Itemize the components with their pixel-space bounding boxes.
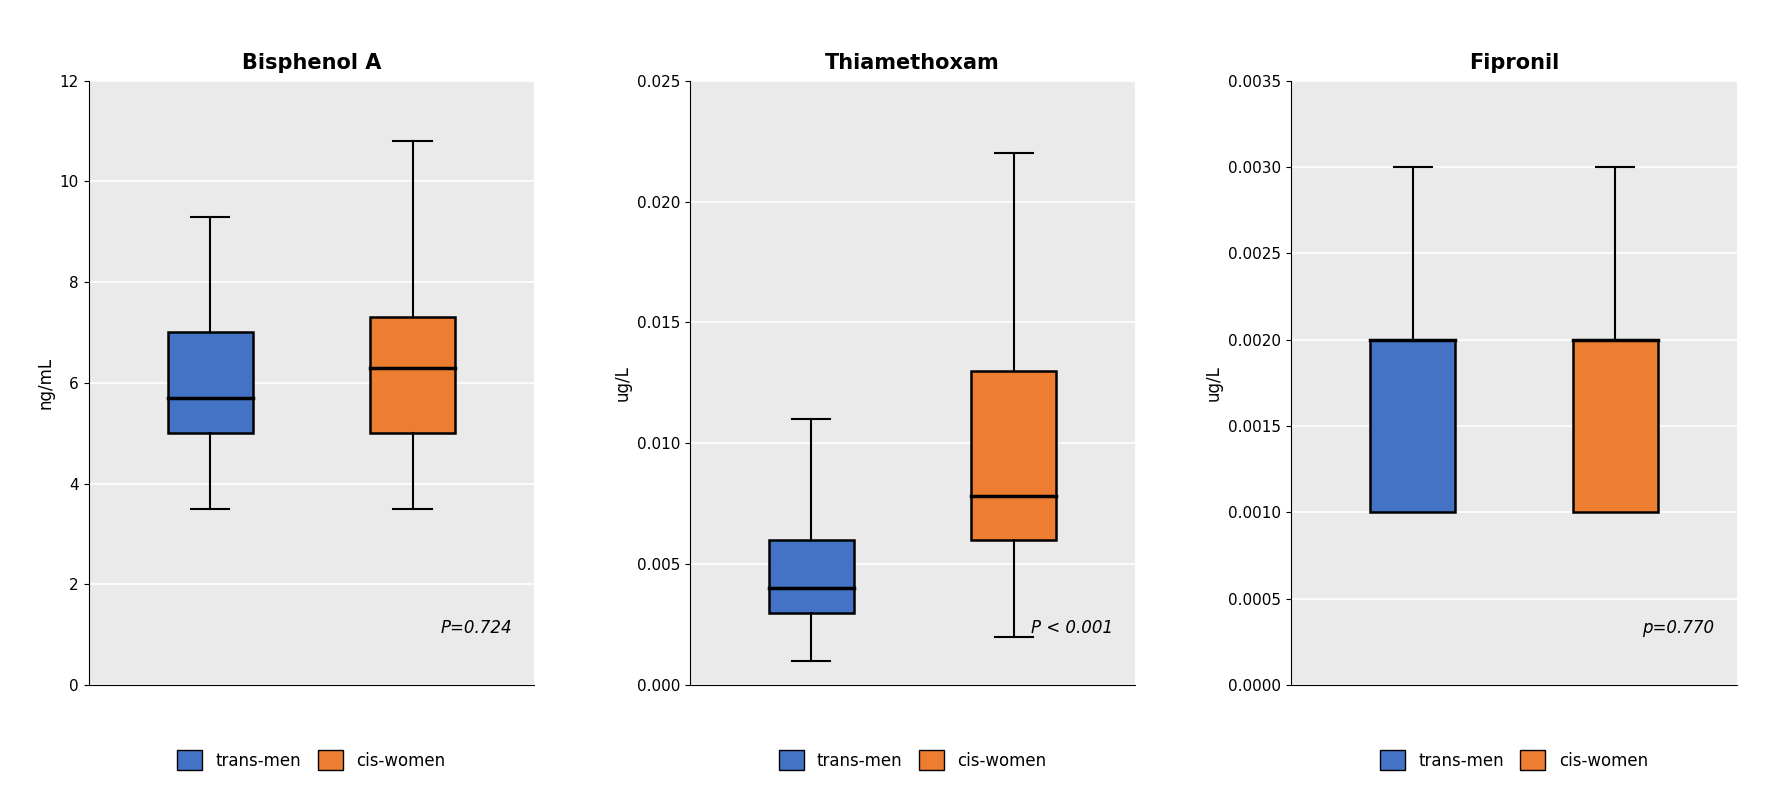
Bar (168, 332, 253, 434)
Text: p=0.770: p=0.770 (1643, 619, 1714, 637)
Y-axis label: ng/mL: ng/mL (35, 357, 55, 409)
Legend: trans-men, cis-women: trans-men, cis-women (771, 742, 1054, 779)
Text: P < 0.001: P < 0.001 (1031, 619, 1113, 637)
Legend: trans-men, cis-women: trans-men, cis-women (168, 742, 454, 779)
Title: Fipronil: Fipronil (1469, 53, 1559, 73)
Y-axis label: ug/L: ug/L (1205, 365, 1223, 401)
Title: Thiamethoxam: Thiamethoxam (826, 53, 999, 73)
Bar (769, 540, 854, 613)
Legend: trans-men, cis-women: trans-men, cis-women (1372, 742, 1657, 779)
Bar (1370, 339, 1455, 513)
Y-axis label: ug/L: ug/L (613, 365, 631, 401)
Title: Bisphenol A: Bisphenol A (241, 53, 381, 73)
Bar (1572, 339, 1657, 513)
Bar (370, 318, 455, 434)
Bar (971, 371, 1056, 540)
Text: P=0.724: P=0.724 (439, 619, 512, 637)
